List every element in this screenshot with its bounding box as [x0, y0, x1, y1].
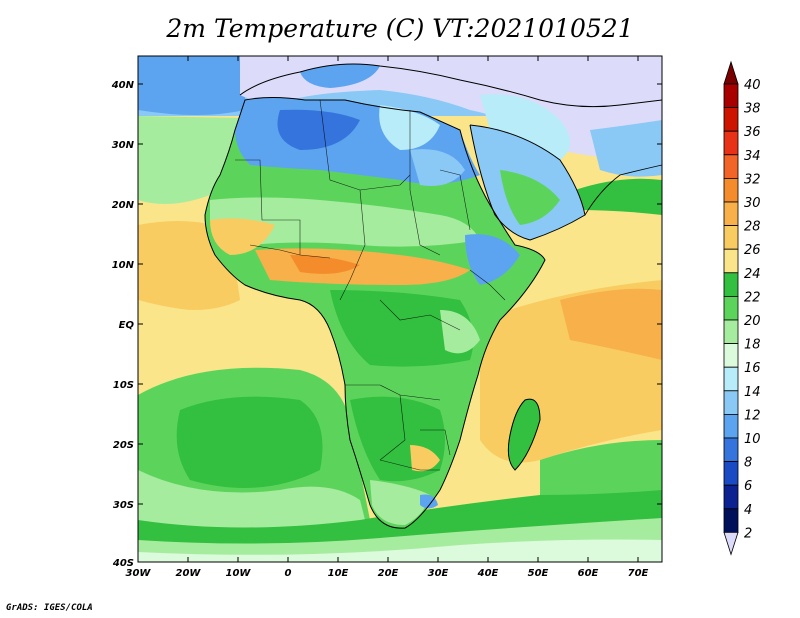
colorbar-label: 22	[744, 290, 761, 305]
colorbar-swatch	[723, 343, 739, 368]
lat-label: 40S	[112, 558, 134, 569]
colorbar-top-arrow	[723, 60, 739, 85]
colorbar-label: 8	[744, 456, 752, 471]
colorbar-swatch	[723, 154, 739, 179]
colorbar-bottom-arrow	[723, 532, 739, 556]
colorbar-swatch	[723, 461, 739, 486]
colorbar-label: 40	[744, 78, 761, 93]
lat-label: 20N	[112, 200, 135, 211]
colorbar-swatch	[723, 225, 739, 250]
lon-label: 70E	[628, 568, 649, 579]
colorbar-swatch	[723, 484, 739, 510]
colorbar-label: 12	[744, 408, 761, 423]
lon-label: 30E	[428, 568, 449, 579]
lat-label: 20S	[113, 440, 134, 451]
lat-label: 40N	[111, 80, 135, 91]
lon-label: 10W	[226, 568, 252, 579]
colorbar-swatch	[723, 130, 739, 156]
colorbar-label: 10	[744, 432, 761, 447]
coastline-layer	[204, 63, 662, 529]
lat-label: 30N	[112, 140, 135, 151]
colorbar-label: 6	[744, 479, 752, 494]
lon-label: 40E	[477, 568, 499, 579]
colorbar-label: 4	[744, 503, 752, 518]
colorbar-swatch	[723, 83, 739, 109]
lat-label: 30S	[113, 500, 134, 511]
colorbar-label: 24	[744, 267, 761, 282]
colorbar-label: 2	[744, 526, 752, 541]
colorbar-label: 38	[744, 102, 761, 117]
lon-label: 10E	[328, 568, 349, 579]
colorbar-swatch	[723, 295, 739, 321]
lon-label: 60E	[578, 568, 599, 579]
lon-label: 20W	[176, 568, 202, 579]
lat-label: 10N	[112, 260, 135, 271]
grads-credit: GrADS: IGES/COLA	[6, 603, 93, 613]
colorbar-label: 18	[744, 338, 761, 353]
colorbar-label: 20	[744, 314, 761, 329]
colorbar-label: 16	[744, 361, 761, 376]
colorbar-swatch	[723, 437, 739, 463]
colorbar-swatch	[723, 366, 739, 392]
colorbar-label: 26	[744, 243, 761, 258]
axis-ticks	[137, 56, 662, 563]
colorbar-swatch	[723, 248, 739, 274]
colorbar-swatch	[723, 319, 739, 345]
lat-label: 10S	[113, 380, 134, 391]
lon-label: 50E	[528, 568, 549, 579]
lon-label: 20E	[378, 568, 399, 579]
colorbar-swatch	[723, 201, 739, 227]
colorbar-swatch	[723, 413, 739, 439]
lat-label: EQ	[119, 320, 135, 331]
colorbar-label: 28	[744, 220, 761, 235]
temperature-field	[138, 56, 662, 562]
colorbar-label: 36	[744, 125, 761, 140]
country-borders	[235, 99, 506, 471]
map-title: 2m Temperature (C) VT:2021010521	[166, 14, 634, 43]
colorbar-swatch	[723, 107, 739, 132]
colorbar-label: 32	[744, 172, 761, 187]
lon-label: 30W	[126, 568, 152, 579]
colorbar-swatch	[723, 272, 739, 297]
colorbar-label: 30	[744, 196, 761, 211]
plot-frame	[137, 55, 663, 563]
colorbar: 40 38 36 34 32 30 28 26 24 22 20 18 16 14 12 10 8 6 4 2	[723, 60, 761, 556]
colorbar-swatch	[723, 390, 739, 415]
lon-label: 0	[285, 568, 292, 579]
colorbar-swatch	[723, 508, 739, 533]
colorbar-swatch	[723, 177, 739, 203]
colorbar-label: 14	[744, 385, 761, 400]
colorbar-label: 34	[744, 149, 761, 164]
